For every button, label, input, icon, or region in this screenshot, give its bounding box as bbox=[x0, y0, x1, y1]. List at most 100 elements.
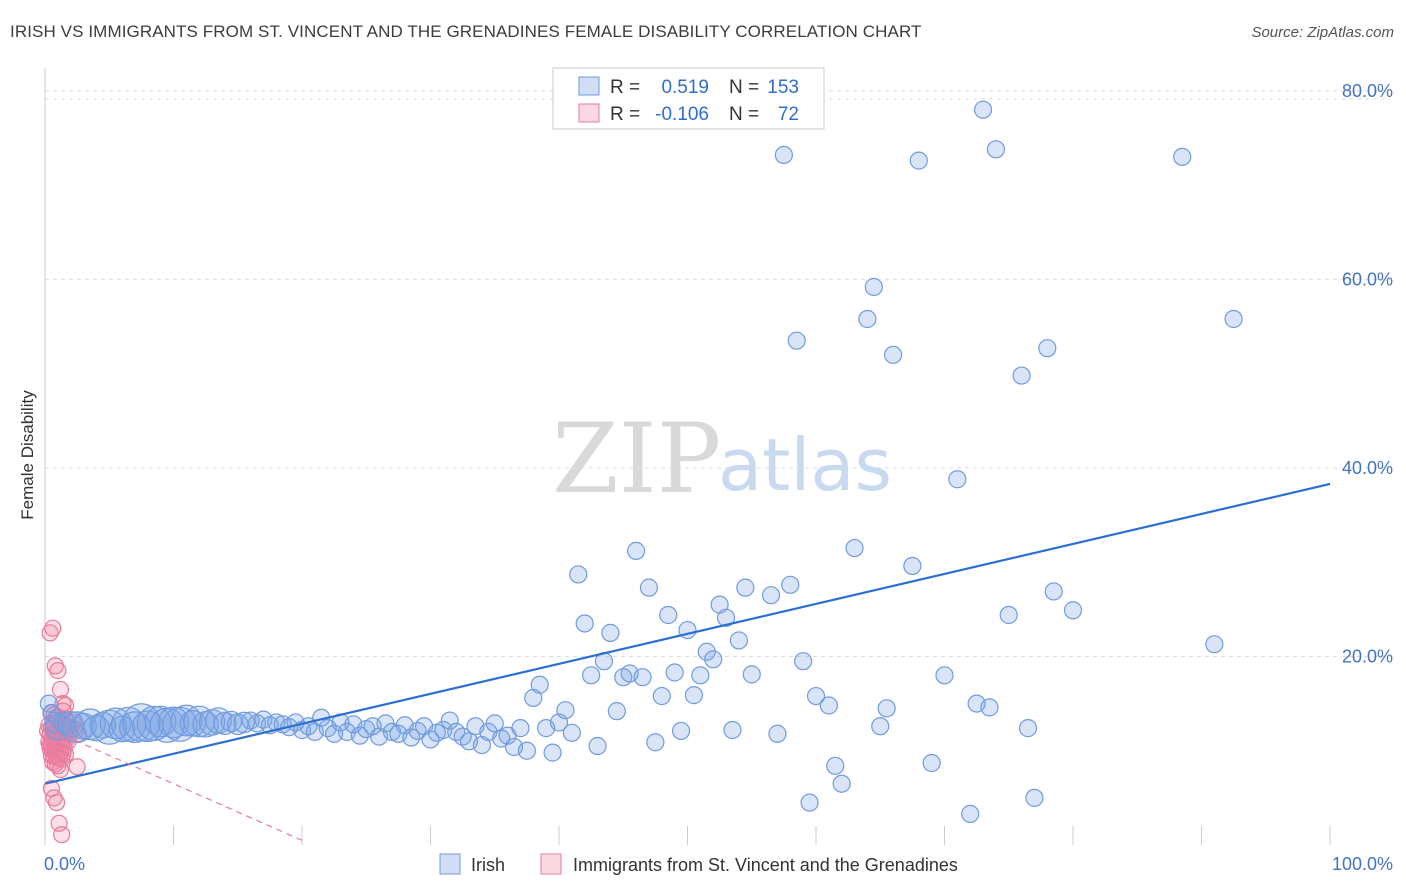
data-point-irish bbox=[639, 578, 659, 597]
x-tick-labels: 0.0% 100.0% bbox=[44, 854, 1393, 874]
correlation-legend: R = 0.519 N = 153 R = -0.106 N = 72 bbox=[552, 67, 825, 130]
data-point-irish bbox=[871, 717, 890, 736]
data-point-irish bbox=[800, 793, 819, 812]
bottom-legend-swatch-svg bbox=[540, 853, 562, 875]
trend-line-svg bbox=[44, 726, 303, 841]
trend-line-irish bbox=[44, 482, 1331, 785]
data-point-irish bbox=[999, 605, 1018, 625]
data-point-irish bbox=[1012, 366, 1031, 385]
y-tick-label: 40.0% bbox=[1342, 458, 1393, 478]
data-point-irish bbox=[440, 711, 459, 730]
chart-title: IRISH VS IMMIGRANTS FROM ST. VINCENT AND… bbox=[10, 22, 922, 41]
data-point-irish bbox=[980, 698, 999, 717]
data-point-irish bbox=[1173, 147, 1192, 166]
y-tick-label: 60.0% bbox=[1342, 269, 1393, 289]
y-tick-label: 20.0% bbox=[1342, 646, 1393, 666]
data-point-irish bbox=[530, 675, 549, 694]
data-point-irish bbox=[774, 145, 793, 165]
legend-r-label-svg: R = bbox=[610, 104, 640, 125]
data-point-irish bbox=[588, 736, 607, 756]
x-tick-label: 0.0% bbox=[44, 854, 85, 874]
watermark: ZIP atlas bbox=[552, 403, 892, 515]
data-point-irish bbox=[826, 756, 845, 775]
x-tick-label: 100.0% bbox=[1332, 854, 1393, 874]
data-point-irish bbox=[768, 724, 787, 743]
legend-swatch-svg bbox=[578, 103, 600, 123]
data-point-irish bbox=[845, 538, 864, 558]
y-tick-labels: 20.0% 40.0% 60.0% 80.0% bbox=[1342, 81, 1393, 667]
data-point-irish bbox=[582, 666, 601, 685]
data-point-svg bbox=[49, 662, 67, 680]
data-point-irish bbox=[646, 733, 665, 752]
grid-lines bbox=[45, 90, 1390, 657]
data-point-irish bbox=[909, 151, 928, 170]
data-point-irish bbox=[671, 721, 691, 741]
trend-lines bbox=[44, 482, 1331, 841]
y-tick-label: 80.0% bbox=[1342, 81, 1393, 101]
data-point-irish bbox=[697, 642, 716, 661]
data-point-irish bbox=[961, 804, 980, 823]
bottom-legend-label-irish: Irish bbox=[471, 855, 505, 875]
data-point-irish bbox=[144, 705, 177, 738]
data-point-irish bbox=[569, 565, 588, 584]
data-point-irish bbox=[350, 726, 369, 745]
data-point-irish bbox=[903, 556, 922, 576]
bottom-legend-swatch-irish bbox=[439, 853, 461, 875]
data-point-irish bbox=[1205, 635, 1224, 654]
data-point-irish bbox=[659, 605, 678, 625]
data-point-irish bbox=[665, 663, 684, 682]
data-point-svg bbox=[44, 619, 62, 637]
data-point-svg bbox=[51, 760, 70, 779]
data-point-irish bbox=[122, 703, 161, 742]
legend-box bbox=[552, 67, 825, 130]
data-point-svg bbox=[41, 624, 59, 642]
series-irish bbox=[39, 100, 1243, 823]
legend-r-label-irish: R = bbox=[610, 77, 640, 98]
data-point-irish bbox=[935, 666, 954, 685]
data-point-irish bbox=[806, 686, 826, 706]
data-point-svg bbox=[53, 826, 71, 844]
y-axis-label: Female Disability bbox=[18, 390, 37, 520]
legend-n-label-irish: N = bbox=[729, 77, 759, 98]
data-point-irish bbox=[704, 650, 723, 669]
data-point-irish bbox=[684, 686, 704, 705]
data-point-irish bbox=[787, 331, 806, 350]
data-point-irish bbox=[421, 730, 440, 749]
data-point-irish bbox=[858, 309, 877, 329]
data-point-irish bbox=[633, 668, 652, 687]
data-point-irish bbox=[864, 277, 883, 297]
bottom-legend-label-svg: Immigrants from St. Vincent and the Gren… bbox=[573, 855, 958, 875]
data-point-irish bbox=[1025, 788, 1044, 807]
data-point-irish bbox=[883, 345, 903, 364]
source-credit: Source: ZipAtlas.com bbox=[1251, 24, 1394, 41]
data-point-irish bbox=[556, 701, 575, 720]
axes bbox=[44, 68, 1331, 845]
data-point-irish bbox=[986, 140, 1006, 159]
data-point-irish bbox=[691, 666, 710, 685]
data-point-irish bbox=[652, 686, 671, 706]
data-point-svg bbox=[45, 789, 63, 807]
legend-r-value-irish: 0.519 bbox=[661, 77, 709, 98]
data-point-irish bbox=[517, 741, 536, 760]
data-point-irish bbox=[794, 652, 813, 671]
series-legend: Irish Immigrants from St. Vincent and th… bbox=[439, 853, 958, 875]
data-point-irish bbox=[922, 753, 941, 773]
data-point-svg bbox=[47, 793, 66, 812]
data-point-irish bbox=[716, 608, 736, 627]
data-point-irish bbox=[781, 575, 800, 594]
data-point-irish bbox=[1063, 601, 1083, 620]
legend-n-value-svg: 72 bbox=[778, 104, 799, 125]
data-point-irish bbox=[723, 720, 742, 740]
data-point-irish bbox=[626, 541, 646, 560]
data-point-irish bbox=[511, 719, 530, 738]
data-point-irish bbox=[736, 578, 755, 597]
watermark-atlas: atlas bbox=[718, 423, 892, 507]
legend-n-label-svg: N = bbox=[729, 104, 759, 125]
data-point-svg bbox=[68, 758, 86, 776]
legend-n-value-irish: 153 bbox=[767, 77, 799, 98]
data-point-irish bbox=[562, 723, 581, 742]
data-point-irish bbox=[973, 100, 993, 119]
series-immigrants-st-vincent bbox=[38, 619, 88, 844]
data-point-irish bbox=[485, 714, 504, 733]
